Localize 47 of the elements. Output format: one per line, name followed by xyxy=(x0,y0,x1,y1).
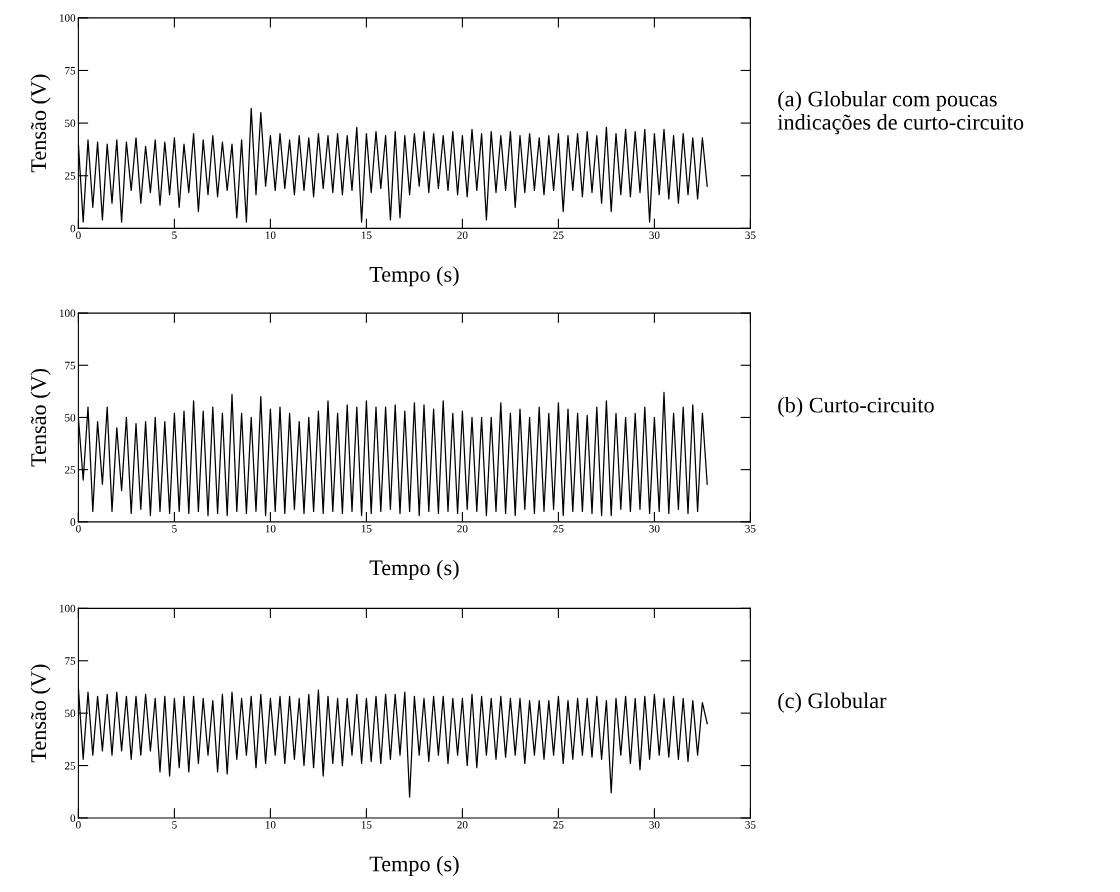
x-tick-label: 30 xyxy=(649,524,660,533)
y-tick-label: 50 xyxy=(65,413,76,422)
x-tick-label: 0 xyxy=(76,821,81,829)
x-tick-label: 5 xyxy=(172,821,177,829)
x-axis-title: Tempo (s) xyxy=(369,266,459,287)
x-tick-label: 10 xyxy=(265,231,276,239)
y-tick-label: 25 xyxy=(65,762,76,770)
x-tick-label: 25 xyxy=(553,231,564,239)
x-tick-label: 0 xyxy=(76,231,81,239)
x-tick-label: 15 xyxy=(361,524,372,533)
y-tick-label: 100 xyxy=(59,309,76,318)
x-tick-label: 20 xyxy=(457,231,468,239)
x-axis-title: Tempo (s) xyxy=(369,559,459,580)
x-tick-label: 10 xyxy=(265,524,276,533)
x-tick-label: 35 xyxy=(745,231,756,239)
x-tick-label: 30 xyxy=(649,821,660,829)
x-tick-label: 25 xyxy=(553,524,564,533)
x-axis-title: Tempo (s) xyxy=(369,855,459,876)
x-tick-label: 30 xyxy=(649,231,660,239)
text: (a) Globular com poucas indicações de curto-circuito xyxy=(777,90,1024,135)
y-tick-label: 25 xyxy=(65,466,76,474)
y-tick-label: 0 xyxy=(70,814,76,822)
y-axis-title: Tensão (V) xyxy=(30,74,51,173)
y-axis-title: Tensão (V) xyxy=(30,664,51,763)
y-tick-label: 50 xyxy=(65,709,76,718)
y-tick-label: 25 xyxy=(65,172,76,180)
text: (c) Globular xyxy=(778,692,887,713)
x-tick-label: 15 xyxy=(361,231,372,239)
x-tick-label: 20 xyxy=(457,821,468,829)
y-tick-label: 50 xyxy=(65,119,76,128)
y-tick-label: 100 xyxy=(59,14,76,22)
text: (b) Curto-circuito xyxy=(778,396,934,418)
y-tick-label: 75 xyxy=(65,67,76,75)
y-axis-title: Tensão (V) xyxy=(30,368,51,467)
y-tick-label: 0 xyxy=(70,518,76,526)
y-tick-label: 0 xyxy=(70,224,76,233)
x-tick-label: 35 xyxy=(745,524,756,533)
x-tick-label: 5 xyxy=(172,525,177,533)
x-tick-label: 10 xyxy=(265,821,276,829)
y-tick-label: 75 xyxy=(65,361,76,370)
x-tick-label: 15 xyxy=(361,821,372,829)
x-tick-label: 35 xyxy=(745,821,756,829)
y-tick-label: 100 xyxy=(59,604,76,613)
x-tick-label: 25 xyxy=(553,821,564,829)
y-tick-label: 75 xyxy=(65,657,76,665)
x-tick-label: 20 xyxy=(457,524,468,533)
x-tick-label: 5 xyxy=(172,231,177,239)
